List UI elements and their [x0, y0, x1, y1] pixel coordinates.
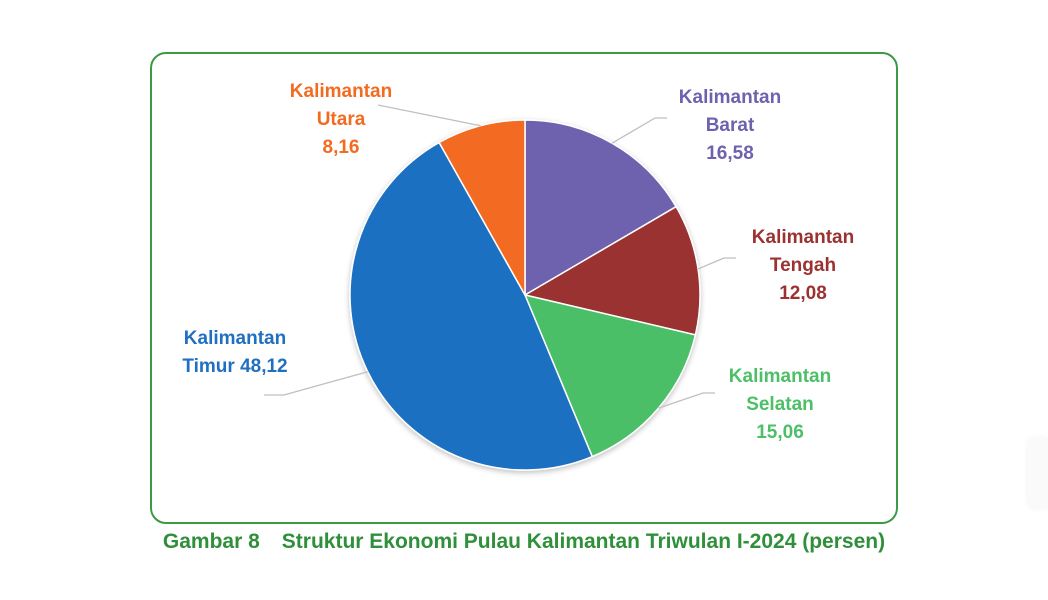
slice-label-line: Kalimantan	[728, 366, 832, 387]
slice-label-line: Tengah	[769, 255, 837, 276]
pie-slice	[522, 205, 701, 336]
slice-label-line: Utara	[316, 109, 366, 130]
slice-label-line: Selatan	[746, 394, 814, 415]
leader-line	[658, 392, 715, 409]
slice-label-line: 12,08	[779, 283, 827, 304]
slice-label: Kalimantan Utara 8,16	[290, 78, 392, 162]
caption-number: Gambar 8	[162, 530, 260, 553]
pie-slice	[438, 119, 526, 298]
slice-label: Kalimantan Tengah 12,08	[752, 224, 854, 308]
leader-line	[377, 104, 481, 127]
slice-label-line: Barat	[705, 115, 755, 136]
slice-label-line: 16,58	[706, 143, 754, 164]
leader-line	[611, 117, 667, 144]
slice-label: Kalimantan Timur 48,12	[182, 325, 287, 381]
slice-label-line: 8,16	[322, 137, 360, 158]
slice-label-line: Kalimantan	[678, 87, 782, 108]
leader-line	[264, 371, 368, 396]
slice-label-line: Kalimantan	[289, 81, 393, 102]
figure-caption: Gambar 8 Struktur Ekonomi Pulau Kalimanta…	[0, 530, 1048, 554]
slice-label-line: Timur 48,12	[182, 356, 288, 377]
slice-label: Kalimantan Barat 16,58	[679, 84, 781, 168]
slice-label-line: 15,06	[756, 422, 804, 443]
leader-line	[697, 257, 736, 270]
slice-label-line: Kalimantan	[183, 328, 287, 349]
side-panel-edge	[1028, 438, 1048, 508]
slice-label-line: Kalimantan	[751, 227, 855, 248]
pie-slice	[524, 119, 678, 297]
pie-slice	[349, 141, 594, 471]
pie-slice	[523, 293, 697, 458]
slice-label: Kalimantan Selatan 15,06	[729, 363, 831, 447]
caption-title: Struktur Ekonomi Pulau Kalimantan Triwul…	[281, 530, 886, 553]
